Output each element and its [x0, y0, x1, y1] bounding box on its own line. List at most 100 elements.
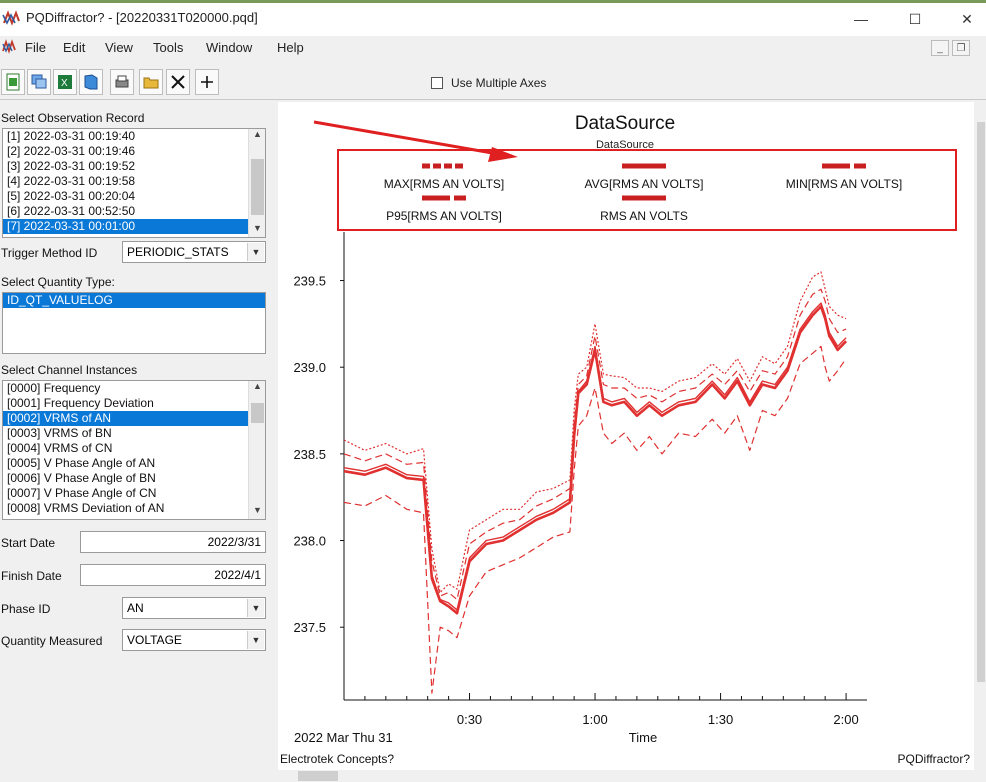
left-panel: Select Observation Record [1] 2022-03-31…: [0, 100, 276, 772]
observation-list[interactable]: [1] 2022-03-31 00:19:40 [2] 2022-03-31 00…: [2, 128, 266, 238]
add-button[interactable]: [195, 69, 219, 95]
chart-vertical-scrollbar[interactable]: [976, 102, 986, 770]
observation-item[interactable]: [2] 2022-03-31 00:19:46: [7, 144, 136, 158]
channel-item[interactable]: [0002] VRMS of AN: [3, 411, 265, 426]
series-line-0: [343, 271, 847, 594]
minimize-button[interactable]: —: [838, 6, 884, 32]
annotation-arrow: [313, 120, 518, 162]
scroll-thumb[interactable]: [977, 122, 985, 682]
series-line-2: [343, 345, 847, 694]
menu-edit[interactable]: Edit: [63, 40, 86, 55]
mdi-minimize-icon: _: [937, 42, 943, 54]
legend-entry: MIN[RMS AN VOLTS]: [786, 177, 902, 191]
scroll-up-icon[interactable]: ▲: [253, 381, 262, 391]
add-icon: [201, 76, 213, 88]
chart-series: [343, 271, 848, 694]
observation-scrollbar[interactable]: ▲ ▼: [248, 129, 265, 237]
channel-item[interactable]: [0003] VRMS of BN: [7, 426, 112, 440]
book-icon: [84, 74, 98, 90]
export-excel-button[interactable]: X: [53, 69, 77, 95]
menu-file[interactable]: File: [25, 40, 46, 55]
chevron-down-icon[interactable]: ▼: [247, 599, 264, 617]
channel-item[interactable]: [0001] Frequency Deviation: [7, 396, 154, 410]
new-document-button[interactable]: [1, 69, 25, 95]
observation-item[interactable]: [4] 2022-03-31 00:19:58: [7, 174, 136, 188]
menu-window[interactable]: Window: [206, 40, 253, 55]
scroll-down-icon[interactable]: ▼: [253, 505, 262, 515]
observation-item[interactable]: [3] 2022-03-31 00:19:52: [7, 159, 136, 173]
channel-item[interactable]: [0000] Frequency: [7, 381, 101, 395]
channel-item[interactable]: [0006] V Phase Angle of BN: [7, 471, 156, 485]
footer-right: PQDiffractor?: [898, 752, 971, 766]
legend-entry: RMS AN VOLTS: [600, 209, 688, 223]
menu-help[interactable]: Help: [277, 40, 304, 55]
chevron-down-icon[interactable]: ▼: [247, 631, 264, 649]
minimize-icon: —: [854, 11, 868, 27]
zoom-fit-icon: [171, 75, 185, 89]
observation-item[interactable]: [1] 2022-03-31 00:19:40: [7, 129, 136, 143]
chevron-down-icon[interactable]: ▼: [247, 243, 264, 261]
document-logo-icon[interactable]: [2, 39, 18, 55]
window-title: PQDiffractor? - [20220331T020000.pqd]: [26, 10, 258, 25]
finish-date-field[interactable]: 2022/4/1: [80, 564, 266, 586]
quantity-measured-value: VOLTAGE: [127, 633, 182, 647]
x-tick-label: 1:00: [582, 712, 607, 727]
windows-icon: [31, 74, 47, 89]
observation-item[interactable]: [7] 2022-03-31 00:01:00: [3, 219, 265, 234]
chart-axes: 237.5 238.0 238.5 239.0 239.5 0:30 1:00 1:30 2:0…: [293, 232, 867, 727]
open-folder-button[interactable]: [139, 69, 163, 95]
mdi-minimize-button[interactable]: _: [931, 40, 949, 56]
scroll-thumb[interactable]: [251, 403, 264, 423]
observation-item[interactable]: [6] 2022-03-31 00:52:50: [7, 204, 136, 218]
close-button[interactable]: ✕: [944, 6, 986, 32]
channel-scrollbar[interactable]: ▲ ▼: [248, 381, 265, 519]
phase-id-value: AN: [127, 601, 144, 615]
chart-legend: MAX[RMS AN VOLTS] AVG[RMS AN VOLTS] MIN[RM…: [384, 163, 902, 223]
scroll-down-icon[interactable]: ▼: [253, 223, 262, 233]
toolbar: X Use Multiple Axes: [0, 64, 986, 100]
windows-button[interactable]: [27, 69, 51, 95]
y-tick-label: 238.5: [293, 447, 326, 462]
desktop-strip: [0, 0, 986, 3]
series-line-3: [343, 288, 847, 601]
quantity-measured-select[interactable]: VOLTAGE ▼: [122, 629, 266, 651]
print-button[interactable]: [110, 69, 134, 95]
menu-tools[interactable]: Tools: [153, 40, 184, 55]
channel-item[interactable]: [0004] VRMS of CN: [7, 441, 113, 455]
trigger-method-select[interactable]: PERIODIC_STATS ▼: [122, 241, 266, 263]
svg-text:X: X: [61, 78, 68, 89]
maximize-button[interactable]: ☐: [892, 6, 938, 32]
channel-list[interactable]: [0000] Frequency [0001] Frequency Deviati…: [2, 380, 266, 520]
menu-view[interactable]: View: [105, 40, 133, 55]
start-date-field[interactable]: 2022/3/31: [80, 531, 266, 553]
channel-item[interactable]: [0008] VRMS Deviation of AN: [7, 501, 165, 515]
trigger-method-value: PERIODIC_STATS: [127, 245, 229, 259]
print-icon: [115, 75, 129, 88]
mdi-restore-button[interactable]: ❐: [952, 40, 970, 56]
observation-item[interactable]: [5] 2022-03-31 00:20:04: [7, 189, 136, 203]
channel-item[interactable]: [0007] V Phase Angle of CN: [7, 486, 157, 500]
quantity-type-label: Select Quantity Type:: [1, 275, 115, 289]
chart-subtitle: DataSource: [596, 139, 654, 151]
x-tick-label: 2:00: [833, 712, 858, 727]
channel-item[interactable]: [0005] V Phase Angle of AN: [7, 456, 156, 470]
help-book-button[interactable]: [79, 69, 103, 95]
series-line-1: [343, 305, 848, 615]
scroll-thumb[interactable]: [298, 771, 338, 781]
observation-label: Select Observation Record: [1, 111, 145, 125]
phase-id-select[interactable]: AN ▼: [122, 597, 266, 619]
menu-bar: File Edit View Tools Window Help _ ❐: [0, 36, 986, 60]
scroll-thumb[interactable]: [251, 159, 264, 215]
checkbox-box[interactable]: [431, 77, 443, 89]
quantity-type-item[interactable]: ID_QT_VALUELOG: [3, 293, 265, 308]
use-multiple-axes-checkbox[interactable]: Use Multiple Axes: [431, 76, 546, 90]
y-tick-label: 239.0: [293, 360, 326, 375]
close-icon: ✕: [961, 10, 973, 27]
y-tick-label: 239.5: [293, 274, 326, 289]
quantity-type-list[interactable]: ID_QT_VALUELOG: [2, 292, 266, 354]
series-line-4: [343, 302, 847, 611]
title-bar: PQDiffractor? - [20220331T020000.pqd] — …: [0, 0, 986, 36]
chart-horizontal-scrollbar[interactable]: [278, 770, 986, 782]
zoom-fit-button[interactable]: [166, 69, 190, 95]
scroll-up-icon[interactable]: ▲: [253, 129, 262, 139]
